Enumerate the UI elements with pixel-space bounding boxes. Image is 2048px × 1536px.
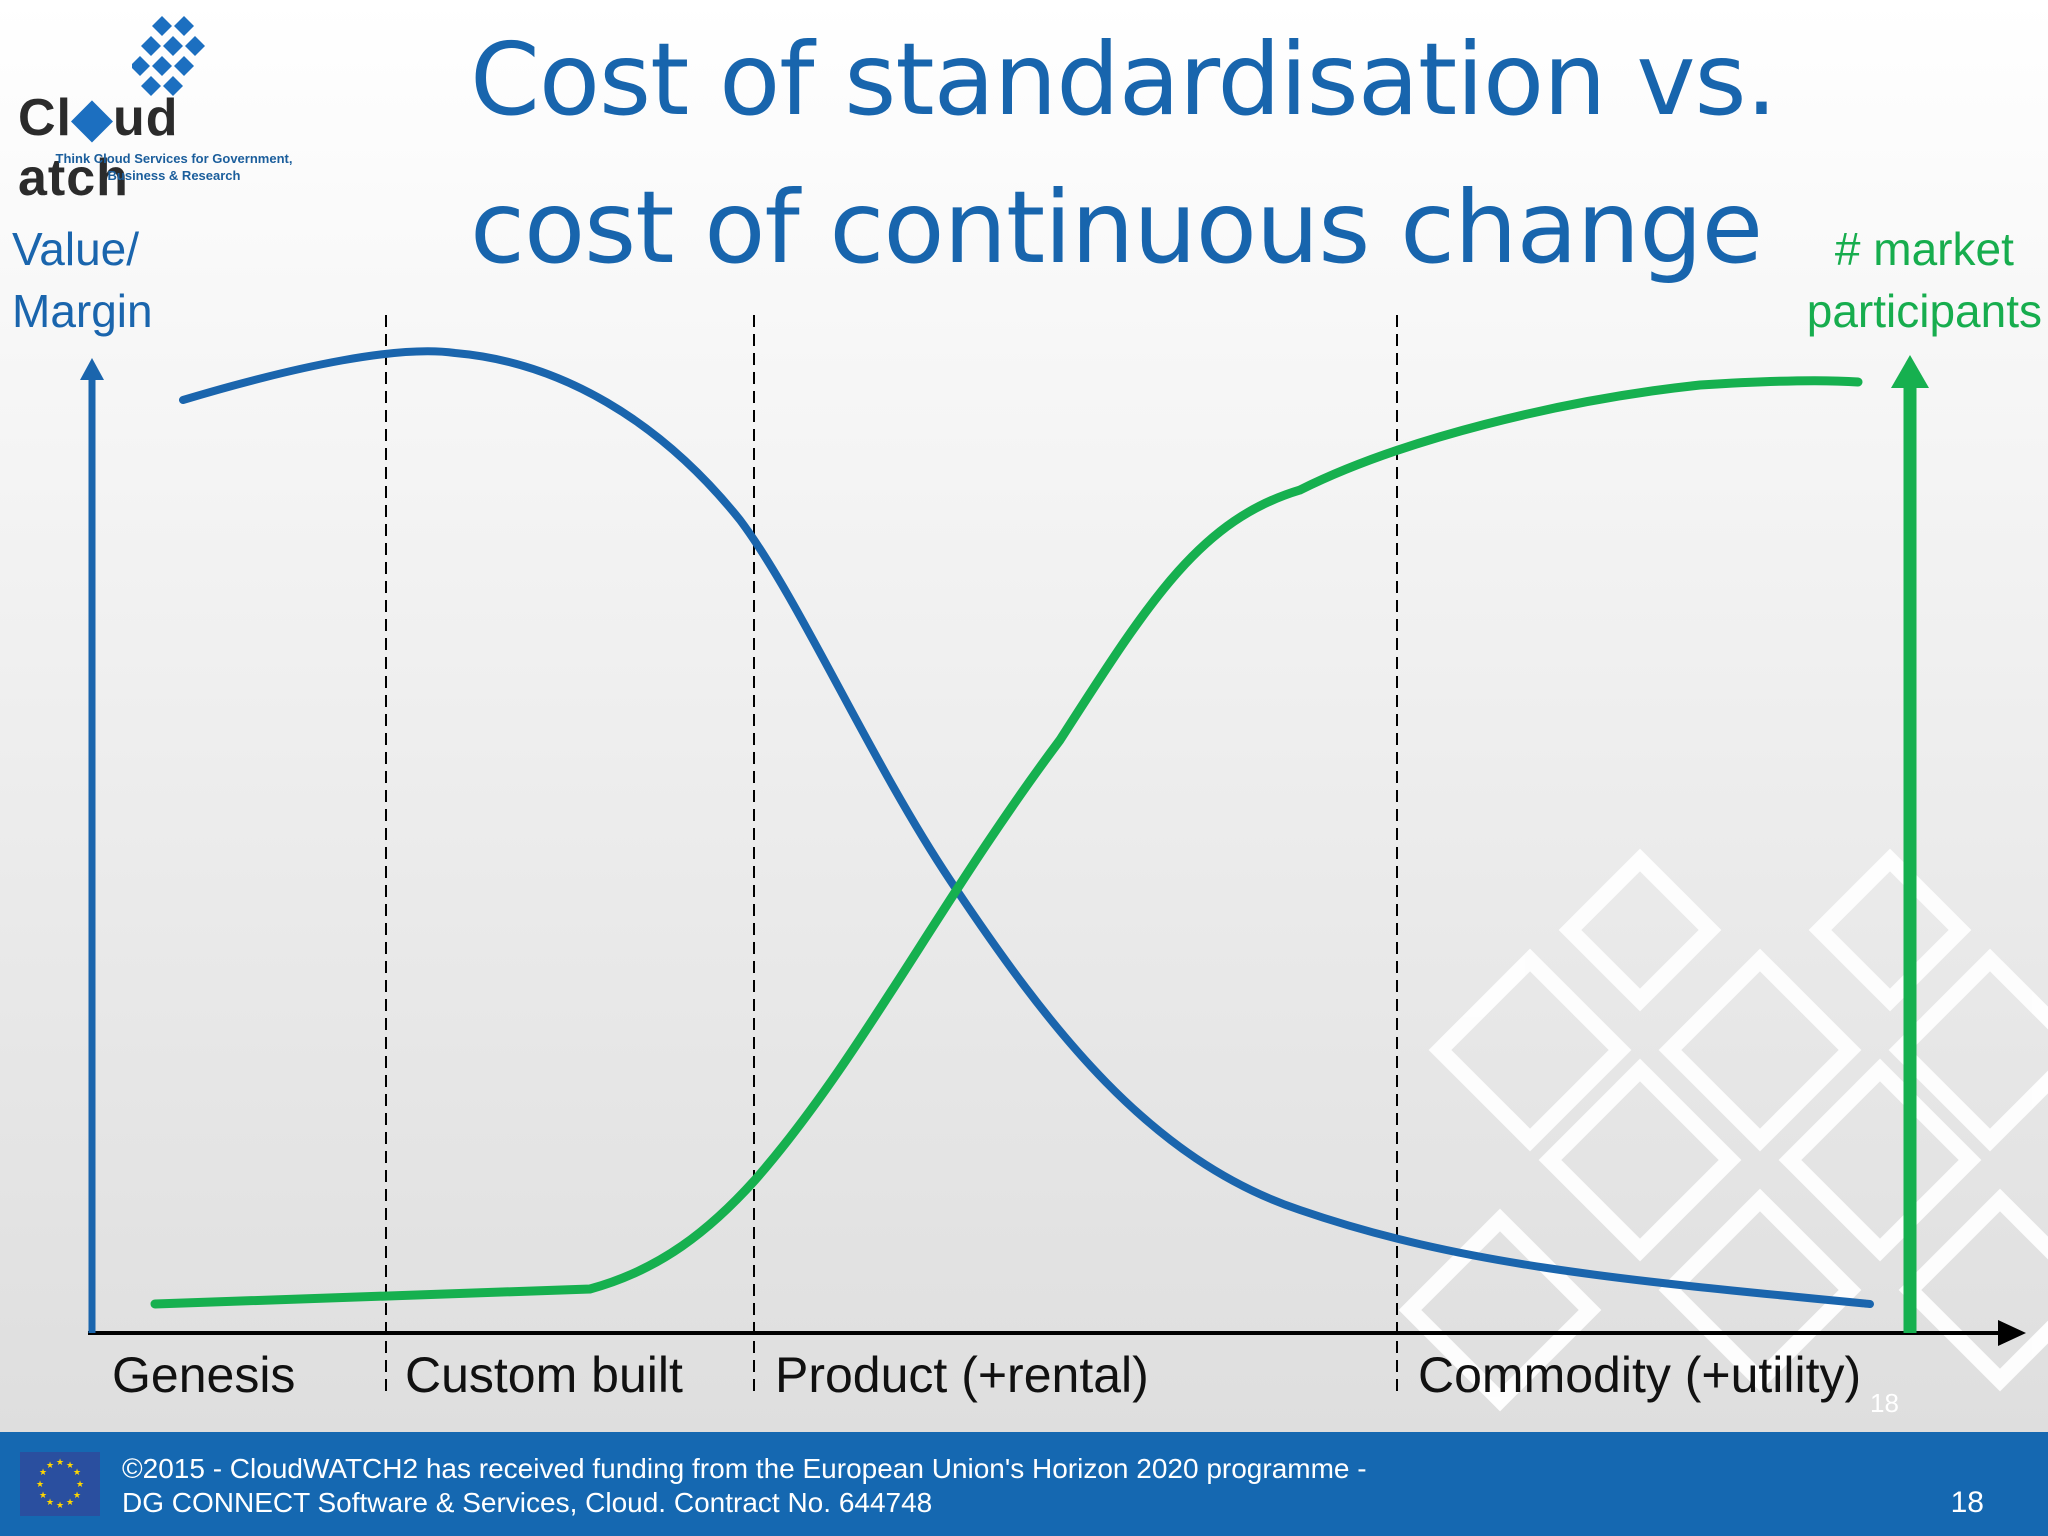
- svg-text:★: ★: [39, 1491, 47, 1501]
- footer-funding-text: ©2015 - CloudWATCH2 has received funding…: [122, 1453, 1367, 1518]
- svg-text:★: ★: [36, 1480, 44, 1490]
- svg-text:★: ★: [39, 1468, 47, 1478]
- participants-axis-arrowhead: [1891, 355, 1929, 388]
- value-margin-curve: [179, 347, 1874, 1308]
- slide-number-overlay: 18: [1870, 1388, 1899, 1418]
- svg-text:★: ★: [66, 1498, 74, 1508]
- market-participants-curve: [150, 376, 1863, 1309]
- diamond-grid-logo-icon: [132, 16, 205, 96]
- svg-text:★: ★: [56, 1501, 64, 1511]
- footer-page-number: 18: [1950, 1486, 1984, 1519]
- svg-text:★: ★: [66, 1461, 74, 1471]
- logo-tagline: Think Cloud Services for Government, Bus…: [55, 151, 293, 183]
- title-line-1: Cost of standardisation vs.: [470, 21, 1777, 138]
- x-axis-arrowhead: [1998, 1320, 2026, 1346]
- logo-wordmark: Cl◆udatch: [18, 89, 179, 207]
- svg-text:★: ★: [76, 1480, 84, 1490]
- title-line-2: cost of continuous change: [470, 169, 1763, 286]
- stage-label-genesis: Genesis: [112, 1347, 296, 1403]
- svg-text:★: ★: [73, 1468, 81, 1478]
- svg-text:★: ★: [46, 1461, 54, 1471]
- value-axis-arrowhead: [80, 358, 104, 380]
- footer-bar: ★ ★ ★ ★ ★ ★ ★ ★ ★ ★ ★ ★ ©2015 - CloudWAT…: [0, 1432, 2048, 1536]
- y-axis-label-value-margin: Value/ Margin: [12, 223, 153, 337]
- slide-title: Cost of standardisation vs. cost of cont…: [470, 6, 1850, 302]
- y-axis-label-market-participants: # market participants: [1806, 223, 2042, 337]
- stage-label-custom-built: Custom built: [405, 1347, 683, 1403]
- cloudwatch-logo: Cl◆udatch Think Cloud Services for Gover…: [14, 10, 334, 207]
- svg-text:★: ★: [46, 1498, 54, 1508]
- stage-label-product: Product (+rental): [775, 1347, 1149, 1403]
- stage-label-commodity: Commodity (+utility): [1418, 1347, 1862, 1403]
- svg-text:★: ★: [73, 1491, 81, 1501]
- eu-flag-icon: ★ ★ ★ ★ ★ ★ ★ ★ ★ ★ ★ ★: [20, 1452, 100, 1516]
- svg-text:★: ★: [56, 1458, 64, 1468]
